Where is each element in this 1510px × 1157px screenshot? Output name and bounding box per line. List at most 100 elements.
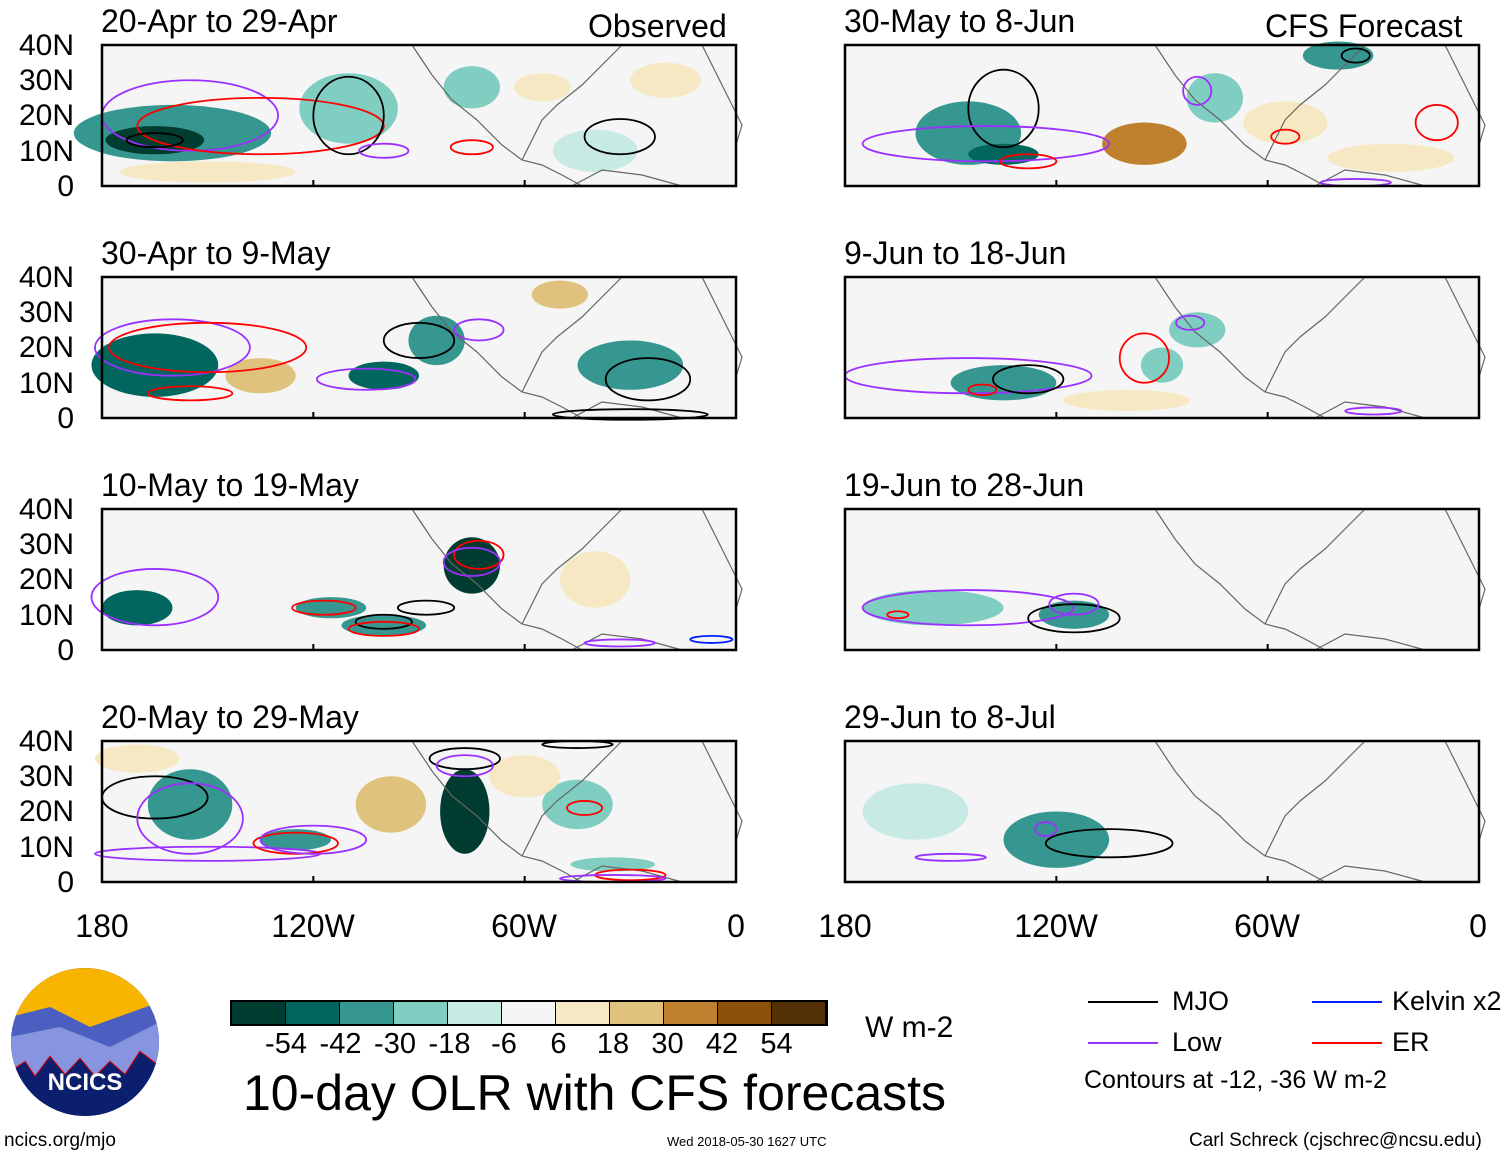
contour-low bbox=[1034, 821, 1058, 838]
contour-low bbox=[914, 852, 987, 862]
lat-label: 0 bbox=[57, 401, 74, 435]
lat-label: 10N bbox=[18, 598, 74, 632]
map-panel bbox=[94, 739, 743, 884]
lat-label: 0 bbox=[57, 633, 74, 667]
lat-label: 0 bbox=[57, 865, 74, 899]
contour-mjo bbox=[604, 357, 692, 402]
contour-low bbox=[1048, 592, 1100, 616]
colorbar-swatch bbox=[718, 1002, 772, 1024]
contour-low bbox=[90, 568, 220, 627]
colorbar-label: -54 bbox=[265, 1028, 307, 1060]
contour-er bbox=[449, 139, 494, 156]
colorbar-label: -6 bbox=[491, 1028, 517, 1060]
olr-anomaly bbox=[577, 340, 684, 390]
panel-title: 29-Jun to 8-Jul bbox=[844, 699, 1056, 735]
lat-label: 0 bbox=[57, 169, 74, 203]
olr-anomaly bbox=[489, 755, 560, 798]
lat-label: 30N bbox=[18, 760, 74, 794]
lat-label: 20N bbox=[18, 99, 74, 133]
contour-mjo bbox=[967, 68, 1040, 149]
footer-url[interactable]: ncics.org/mjo bbox=[4, 1130, 116, 1151]
olr-anomaly bbox=[119, 161, 296, 183]
contour-low bbox=[861, 125, 1111, 163]
legend-line-low bbox=[1088, 1042, 1158, 1044]
coastline bbox=[411, 508, 743, 651]
contour-er bbox=[886, 610, 910, 620]
panel-title: 10-May to 19-May bbox=[101, 467, 359, 503]
colorbar-label: 18 bbox=[596, 1028, 630, 1060]
legend-line-mjo bbox=[1088, 1001, 1158, 1003]
lat-label: 40N bbox=[18, 725, 74, 758]
olr-anomaly bbox=[1102, 122, 1187, 165]
colorbar-swatch bbox=[556, 1002, 610, 1024]
olr-anomaly bbox=[1390, 526, 1462, 598]
contour-er bbox=[136, 96, 385, 156]
contour-low bbox=[453, 318, 505, 342]
lon-label-180-right: 180 bbox=[818, 908, 872, 944]
contour-note: Contours at -12, -36 W m-2 bbox=[1084, 1066, 1387, 1094]
contour-low bbox=[1182, 75, 1213, 106]
legend-line-kelvin bbox=[1312, 1001, 1382, 1003]
olr-anomaly bbox=[1243, 101, 1328, 144]
lat-label: 40N bbox=[18, 261, 74, 294]
contour-mjo bbox=[312, 75, 385, 156]
colorbar-swatch bbox=[340, 1002, 394, 1024]
ncics-logo: NCICS bbox=[11, 968, 159, 1116]
observed-label: Observed bbox=[588, 8, 727, 44]
olr-anomaly bbox=[1214, 544, 1356, 601]
lat-label: 30N bbox=[18, 528, 74, 562]
colorbar-swatch bbox=[502, 1002, 556, 1024]
colorbar-swatch bbox=[610, 1002, 664, 1024]
coastline bbox=[1154, 44, 1486, 187]
legend-label-low: Low bbox=[1172, 1027, 1222, 1057]
olr-anomaly bbox=[443, 66, 501, 109]
contour-low bbox=[435, 754, 494, 778]
olr-anomaly bbox=[299, 73, 398, 144]
contour-low bbox=[442, 546, 501, 577]
lon-label-120w-left: 120W bbox=[271, 908, 355, 944]
colorbar-swatch bbox=[772, 1002, 826, 1024]
lat-label: 20N bbox=[18, 563, 74, 597]
lat-label: 20N bbox=[18, 331, 74, 365]
olr-anomaly bbox=[542, 779, 613, 830]
colorbar-label: 30 bbox=[651, 1028, 684, 1060]
olr-anomaly bbox=[102, 590, 173, 626]
contour-er bbox=[108, 321, 308, 374]
contour-er bbox=[967, 383, 998, 396]
map-panel bbox=[843, 507, 1486, 652]
legend-label-er: ER bbox=[1392, 1027, 1430, 1057]
legend-line-er bbox=[1312, 1042, 1382, 1044]
coastline bbox=[1154, 740, 1486, 883]
olr-anomaly bbox=[440, 769, 490, 854]
olr-anomaly bbox=[552, 129, 638, 172]
lon-label-120w-right: 120W bbox=[1014, 908, 1098, 944]
lat-label: 40N bbox=[18, 493, 74, 526]
olr-anomaly bbox=[355, 776, 427, 833]
map-panel bbox=[843, 275, 1486, 420]
colorbar bbox=[230, 1000, 828, 1026]
lat-label: 10N bbox=[18, 366, 74, 400]
lat-label: 20N bbox=[18, 795, 74, 829]
panel-title: 20-Apr to 29-Apr bbox=[101, 3, 338, 39]
contour-mjo bbox=[583, 118, 656, 156]
contour-er bbox=[1414, 104, 1459, 142]
colorbar-label: 42 bbox=[705, 1028, 739, 1060]
olr-anomaly bbox=[570, 857, 655, 872]
coastline bbox=[411, 740, 743, 883]
contour-low bbox=[315, 367, 417, 391]
colorbar-units: W m-2 bbox=[865, 1011, 954, 1044]
contour-mjo bbox=[428, 747, 501, 771]
olr-anomaly bbox=[862, 590, 1004, 626]
olr-anomaly bbox=[218, 544, 303, 580]
olr-anomaly bbox=[862, 783, 969, 840]
map-panel bbox=[91, 275, 743, 421]
olr-anomaly bbox=[443, 537, 501, 594]
figure-title: 10-day OLR with CFS forecasts bbox=[243, 1065, 947, 1121]
map-panel bbox=[843, 739, 1486, 884]
contour-low bbox=[583, 638, 656, 648]
lon-label-0-right: 0 bbox=[1469, 908, 1487, 944]
contour-low bbox=[1175, 314, 1206, 331]
olr-anomaly bbox=[531, 280, 589, 309]
olr-anomaly bbox=[1140, 347, 1184, 383]
